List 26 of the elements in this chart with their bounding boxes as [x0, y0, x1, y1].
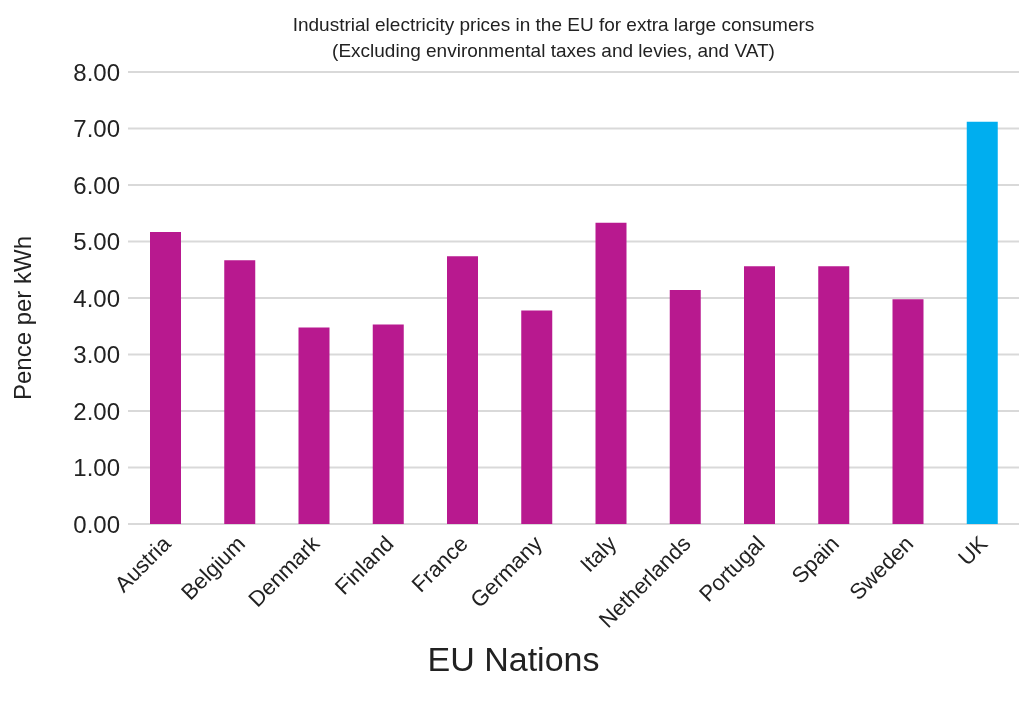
y-tick-label: 7.00	[73, 115, 120, 143]
bar	[521, 310, 553, 524]
y-axis-title: Pence per kWh	[9, 235, 37, 401]
y-tick-label: 6.00	[73, 171, 120, 199]
bar	[372, 324, 404, 524]
x-axis-title: EU Nations	[426, 640, 601, 679]
y-tick-label: 5.00	[73, 228, 120, 256]
bar	[966, 121, 998, 524]
bar	[224, 260, 256, 524]
y-tick-label: 8.00	[73, 58, 120, 86]
chart-title: Industrial electricity prices in the EU for extra large consumers	[291, 13, 816, 37]
chart-subtitle: (Excluding environmental taxes and levies, and VAT)	[332, 40, 775, 61]
y-tick-label: 2.00	[73, 397, 120, 425]
bar	[150, 231, 181, 524]
bar	[298, 327, 330, 524]
y-tick-label: 3.00	[73, 341, 120, 369]
x-tick-label: UK	[953, 530, 993, 571]
bar	[447, 256, 478, 524]
y-tick-label: 1.00	[73, 454, 120, 482]
bar	[892, 299, 924, 524]
y-tick-label: 0.00	[73, 510, 120, 538]
bar	[818, 266, 850, 524]
bar	[669, 290, 701, 524]
bar	[744, 266, 775, 524]
bar	[595, 222, 627, 524]
y-tick-label: 4.00	[73, 284, 120, 312]
